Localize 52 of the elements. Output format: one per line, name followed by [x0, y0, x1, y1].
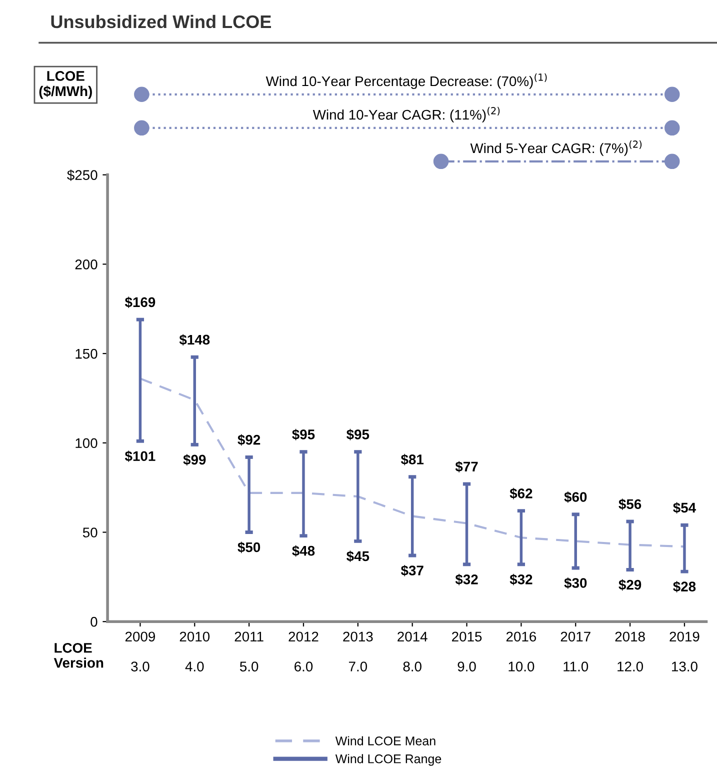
category-label: 2013 7.0	[343, 632, 373, 672]
annotation: $48	[292, 545, 315, 557]
annotation: $28	[673, 581, 696, 592]
y-tick-label: $250	[67, 170, 98, 181]
y-tick-label: 0	[90, 616, 98, 627]
annotation: $32	[455, 574, 478, 586]
annotation: $56	[618, 498, 642, 510]
y-tick-label: 50	[82, 528, 98, 538]
legend-label: Wind LCOE Mean	[335, 736, 436, 746]
category-label: 2019 13.0	[670, 632, 700, 672]
bar	[248, 457, 250, 532]
category-label: 2012 6.0	[288, 632, 318, 672]
bar	[356, 452, 360, 542]
category-label: 2017 11.0	[560, 632, 590, 672]
bar	[628, 522, 632, 570]
category-label: 2016 10.0	[506, 632, 536, 672]
annotation: $30	[564, 577, 587, 589]
annotation: $95	[346, 428, 370, 440]
category-label: 2009 3.0	[125, 632, 155, 672]
annotation: $169	[124, 296, 156, 308]
annotation: $62	[510, 488, 532, 500]
y-tick-label: 100	[76, 438, 98, 448]
category-label: 2015 9.0	[452, 632, 482, 672]
annotation: $92	[238, 434, 260, 446]
category-label: 2018 12.0	[615, 632, 645, 672]
bar	[683, 525, 686, 572]
y-tick-label: 200	[75, 260, 98, 270]
category-label: 2014 8.0	[398, 632, 428, 672]
annotation: $32	[510, 574, 532, 586]
annotation: $29	[618, 579, 642, 591]
annotation: $77	[455, 461, 478, 472]
text: LCOE ($/MWh)	[39, 71, 92, 99]
annotation: $101	[124, 450, 156, 462]
annotation: $60	[564, 491, 587, 503]
legend-label: Wind LCOE Range	[335, 754, 442, 766]
text: LCOE Version	[54, 642, 104, 668]
annotation: $54	[673, 502, 696, 514]
chart-title: Unsubsidized Wind LCOE	[51, 14, 271, 28]
annotation: $45	[346, 550, 370, 562]
annotation: $148	[179, 334, 210, 346]
y-tick-label: 150	[76, 348, 98, 359]
annotation: $99	[183, 454, 206, 466]
text: Wind 10-Year Percentage Decrease: (70%)$^{(1)}$	[266, 73, 547, 89]
category-label: 2010 4.0	[180, 632, 210, 672]
annotation: $37	[400, 564, 424, 576]
text: Wind 10-Year CAGR: (11%)$^{(2)}$	[312, 106, 500, 122]
text: Wind 5-Year CAGR: (7%)$^{(2)}$	[470, 140, 642, 156]
annotation: $50	[238, 542, 260, 554]
bar	[302, 452, 305, 536]
annotation: $81	[400, 454, 424, 466]
annotation: $95	[292, 428, 315, 440]
category-label: 2011 5.0	[234, 632, 264, 672]
